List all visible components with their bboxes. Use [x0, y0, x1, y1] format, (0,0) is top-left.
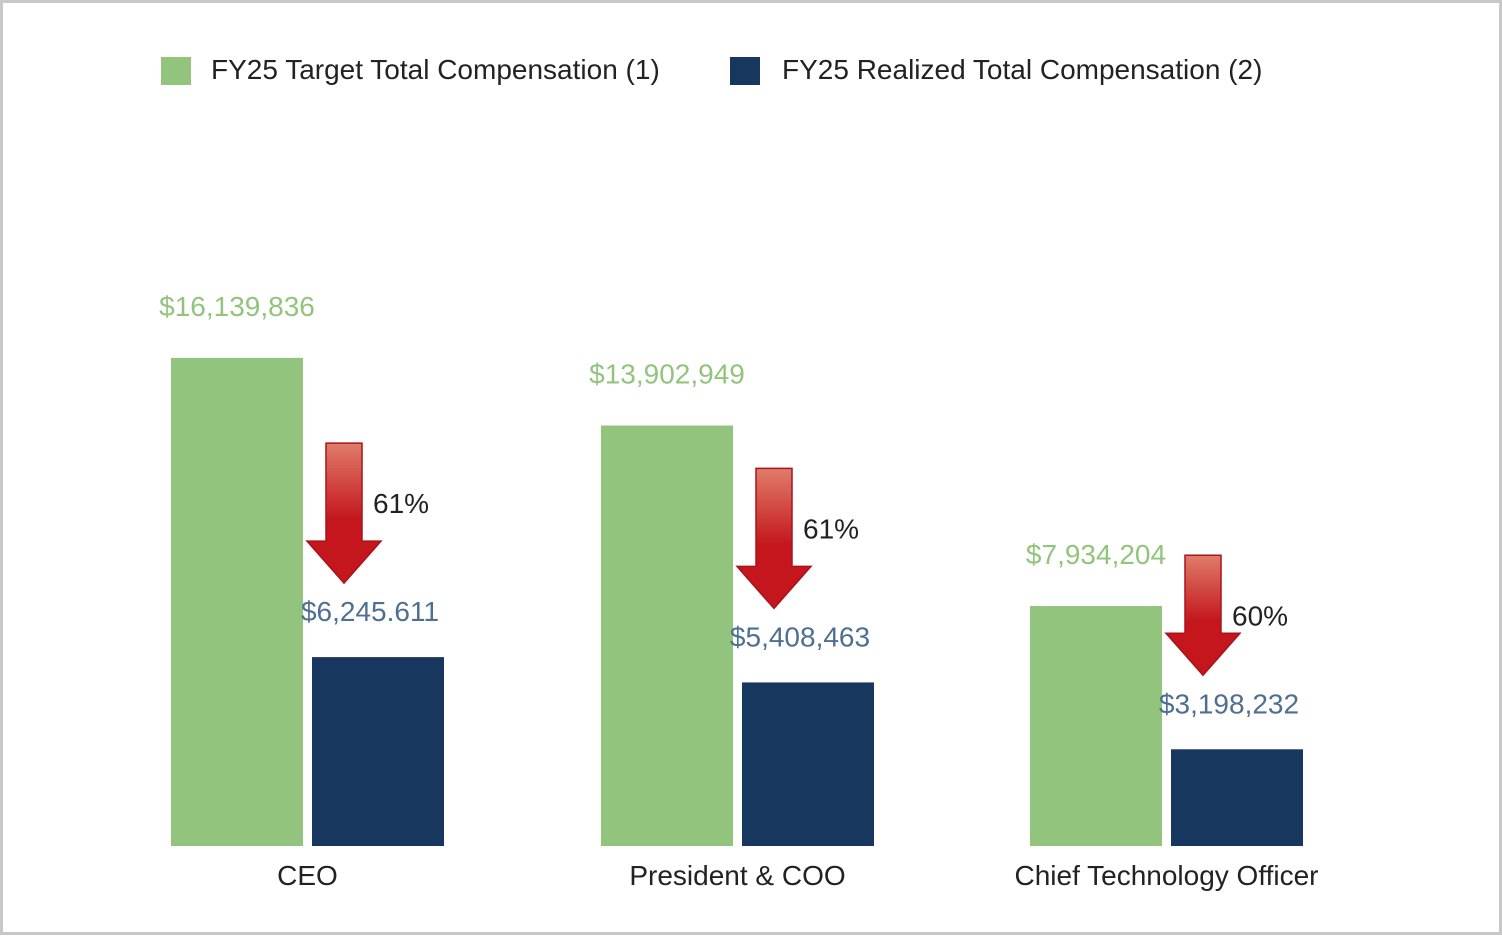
bar-target-chief-technology-officer	[1030, 606, 1162, 846]
category-label-ceo: CEO	[277, 860, 338, 891]
bar-realized-chief-technology-officer	[1171, 749, 1303, 846]
legend-swatch-realized	[730, 57, 760, 85]
category-label-chief-technology-officer: Chief Technology Officer	[1014, 860, 1318, 891]
value-label-realized-ceo: $6,245.611	[301, 596, 439, 627]
category-label-president-coo: President & COO	[629, 860, 845, 891]
bar-realized-president-coo	[742, 682, 874, 846]
reduction-arrow-ceo	[305, 442, 383, 585]
value-label-realized-president-coo: $5,408,463	[730, 621, 870, 652]
reduction-percent-president-coo: 61%	[803, 513, 859, 544]
value-label-target-ceo: $16,139,836	[159, 291, 315, 322]
value-label-target-president-coo: $13,902,949	[589, 359, 745, 390]
reduction-arrow-chief-technology-officer	[1164, 554, 1242, 677]
reduction-percent-ceo: 61%	[373, 488, 429, 519]
reduction-percent-chief-technology-officer: 60%	[1232, 600, 1288, 631]
value-label-realized-chief-technology-officer: $3,198,232	[1159, 688, 1299, 719]
legend-swatch-target	[161, 57, 191, 85]
bar-realized-ceo	[312, 657, 444, 846]
legend-label-target: FY25 Target Total Compensation (1)	[211, 54, 660, 85]
reduction-arrow-president-coo	[735, 467, 813, 610]
value-label-target-chief-technology-officer: $7,934,204	[1026, 539, 1166, 570]
compensation-bar-chart: FY25 Target Total Compensation (1) FY25 …	[159, 54, 1318, 891]
bar-target-ceo	[171, 357, 303, 846]
legend-label-realized: FY25 Realized Total Compensation (2)	[782, 54, 1262, 85]
bar-target-president-coo	[601, 425, 733, 846]
plot-area: $16,139,836 $6,245.611 CEO 61% $13,902,949 $5…	[159, 291, 1318, 891]
legend: FY25 Target Total Compensation (1) FY25 …	[161, 54, 1262, 85]
